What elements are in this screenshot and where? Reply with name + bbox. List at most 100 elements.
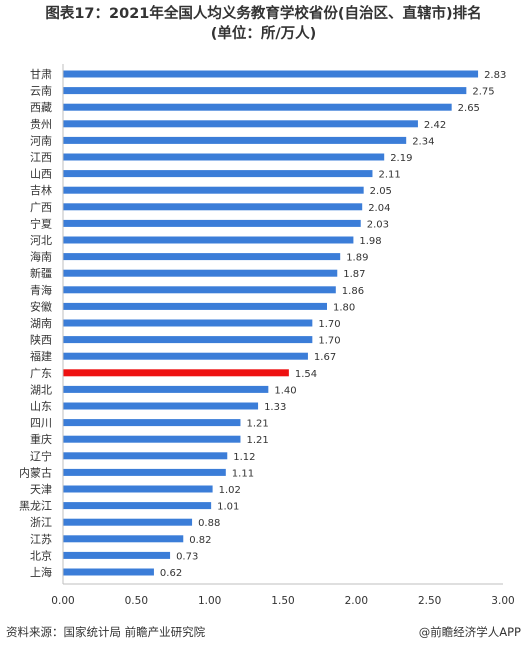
value-label: 0.82 [189,535,211,546]
bar [63,269,338,277]
value-label: 2.34 [412,136,434,147]
bar [63,468,226,476]
category-label: 浙江 [30,516,52,529]
x-tick-label: 0.00 [51,595,74,607]
value-label: 2.75 [472,87,494,98]
bar [63,419,241,427]
value-label: 1.86 [342,286,364,297]
value-label: 2.11 [378,170,400,181]
bar [63,253,341,261]
value-label: 1.21 [246,419,268,430]
value-label: 2.19 [390,153,412,164]
bar [63,452,228,460]
bar-highlight [63,369,289,377]
bar [63,70,479,78]
value-label: 2.65 [458,103,480,114]
bar [63,485,213,493]
bar [63,435,241,443]
category-label: 青海 [30,283,52,297]
value-label: 1.21 [246,435,268,446]
value-label: 2.04 [368,203,390,214]
bar [63,352,308,360]
value-label: 1.33 [264,402,286,413]
category-label: 广东 [30,367,52,380]
chart-title: 图表17：2021年全国人均义务教育学校省份(自治区、直辖市)排名 (单位：所/… [4,4,523,44]
category-label: 西藏 [30,101,52,114]
category-label: 新疆 [30,266,52,280]
category-label: 云南 [30,85,52,98]
value-label: 1.98 [359,236,381,247]
category-label: 宁夏 [30,216,52,230]
bar [63,568,154,576]
category-label: 湖北 [30,383,52,396]
category-label: 山西 [30,168,52,181]
bar [63,186,364,194]
category-label: 江苏 [30,533,52,546]
value-label: 1.01 [217,502,239,513]
bar [63,551,171,559]
value-label: 2.03 [367,219,389,230]
category-label: 河北 [30,234,52,247]
category-label: 江西 [30,151,52,164]
category-label: 重庆 [30,432,52,446]
value-label: 1.70 [318,319,340,330]
bar [63,153,385,161]
bar [63,87,467,95]
bar [63,302,327,310]
bar [63,120,418,128]
bar [63,385,269,393]
x-tick-label: 1.00 [198,595,221,607]
bar [63,502,212,510]
bar [63,236,354,244]
category-label: 黑龙江 [19,500,52,513]
category-label: 海南 [30,250,52,264]
bar [63,103,452,111]
category-label: 福建 [30,349,52,363]
footer: 资料来源：国家统计局 前瞻产业研究院 @前瞻经济学人APP [6,624,521,642]
category-label: 山东 [30,400,52,413]
value-label: 1.67 [314,352,336,363]
category-label: 内蒙古 [19,465,52,479]
title-line-1: 图表17：2021年全国人均义务教育学校省份(自治区、直辖市)排名 [45,6,482,22]
x-tick-label: 2.00 [345,595,368,607]
category-label: 贵州 [30,118,52,131]
value-label: 2.83 [484,70,506,81]
value-label: 0.62 [160,568,182,579]
category-label: 广西 [30,201,52,214]
value-label: 1.11 [232,468,254,479]
category-label: 天津 [30,483,52,496]
bar [63,319,313,327]
bar [63,219,361,227]
value-label: 0.88 [198,518,220,529]
bar [63,336,313,344]
bar [63,402,259,410]
x-tick-label: 0.50 [125,595,148,607]
value-label: 1.80 [333,302,355,313]
value-label: 1.54 [295,369,317,380]
x-tick-label: 3.00 [491,595,514,607]
bar [63,535,184,543]
bar [63,136,407,144]
category-label: 吉林 [30,183,52,197]
category-label: 安徽 [30,299,52,313]
bar [63,203,363,211]
value-label: 0.73 [176,551,198,562]
category-label: 湖南 [30,317,52,330]
source-note: 资料来源：国家统计局 前瞻产业研究院 [6,625,206,639]
value-label: 2.05 [370,186,392,197]
value-label: 1.40 [274,385,296,396]
value-label: 1.70 [318,336,340,347]
category-label: 北京 [30,548,52,562]
bar [63,286,336,294]
x-tick-label: 2.50 [418,595,441,607]
value-label: 1.87 [343,269,365,280]
value-label: 1.12 [233,452,255,463]
value-label: 1.89 [346,253,368,264]
x-tick-label: 1.50 [271,595,294,607]
category-label: 上海 [30,565,52,579]
value-label: 2.42 [424,120,446,131]
bar-chart: 甘肃 2.83 云南 2.75 西藏 2.65 贵州 2.42 河南 2.34 江西 2.19 山西 2.… [19,64,515,607]
brand-credit: @前瞻经济学人APP [418,625,521,639]
bar [63,518,193,526]
category-label: 陕西 [30,333,52,347]
